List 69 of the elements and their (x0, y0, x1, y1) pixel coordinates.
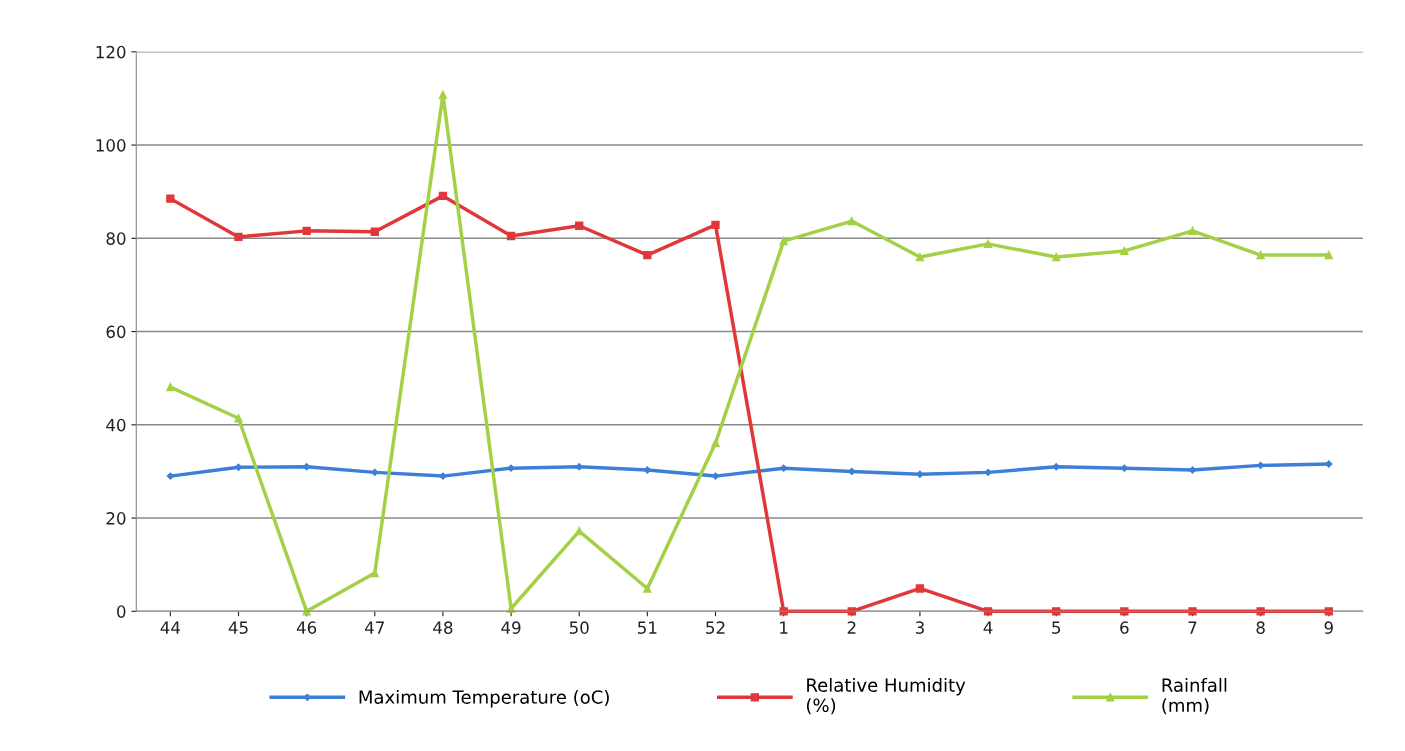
point (847, 216, 856, 226)
point (1188, 466, 1197, 474)
point (915, 584, 925, 593)
point (916, 470, 924, 478)
x-tick-label: 44 (160, 621, 181, 634)
y-tick-label: 0 (117, 605, 126, 618)
x-tick-label: 7 (1188, 621, 1197, 634)
point (779, 607, 788, 616)
y-tick-label: 60 (106, 325, 126, 339)
x-tick-label: 1 (780, 621, 788, 634)
x-tick-label: 5 (1052, 621, 1061, 634)
point (234, 232, 243, 242)
x-tick-label: 2 (847, 621, 856, 634)
point (166, 472, 174, 480)
point (1188, 226, 1197, 236)
point (371, 468, 379, 477)
point (1256, 250, 1265, 260)
point (438, 90, 448, 99)
point (983, 239, 993, 249)
point (643, 466, 651, 474)
point (166, 194, 175, 203)
point (438, 191, 448, 201)
point (507, 464, 515, 472)
point (643, 250, 652, 260)
point (506, 231, 516, 241)
y-tick-label: 120 (96, 45, 126, 59)
y-tick-label: 40 (106, 418, 126, 432)
legend-label: Relative Humidity (%) (806, 677, 966, 715)
point (1052, 252, 1061, 262)
x-tick-label: 9 (1324, 621, 1333, 634)
x-tick-label: 50 (569, 621, 589, 634)
x-tick-label: 47 (364, 621, 384, 634)
x-tick-label: 46 (296, 621, 317, 634)
point (1256, 607, 1265, 616)
x-tick-label: 51 (638, 621, 657, 634)
point (439, 472, 447, 480)
point (1324, 250, 1333, 260)
point (575, 221, 584, 230)
point (1052, 463, 1060, 471)
point (1120, 464, 1128, 472)
point (234, 414, 243, 423)
point (915, 252, 925, 262)
x-tick-label: 6 (1120, 621, 1129, 634)
x-tick-label: 49 (501, 621, 521, 634)
y-tick-label: 20 (106, 512, 126, 525)
point (302, 226, 311, 236)
y-tick-label: 100 (96, 139, 126, 152)
x-tick-label: 52 (706, 621, 725, 634)
x-tick-label: 45 (228, 621, 248, 634)
point (711, 438, 720, 448)
point (1120, 607, 1129, 616)
point (1325, 460, 1333, 468)
point (779, 236, 788, 246)
point (370, 227, 379, 236)
point (166, 382, 175, 392)
legend-label: Maximum Temperature (oC) (359, 689, 609, 708)
point (711, 472, 720, 480)
point (984, 468, 992, 477)
point (643, 584, 652, 593)
point (303, 463, 311, 471)
point (575, 463, 583, 471)
legend-label: Rainfall (mm) (1162, 677, 1227, 715)
x-tick-label: 3 (915, 621, 924, 634)
point (1120, 246, 1129, 256)
x-tick-label: 4 (983, 621, 993, 634)
point (711, 220, 720, 229)
y-tick-label: 80 (106, 232, 126, 245)
x-tick-label: 8 (1256, 621, 1265, 634)
x-tick-label: 48 (433, 621, 453, 634)
